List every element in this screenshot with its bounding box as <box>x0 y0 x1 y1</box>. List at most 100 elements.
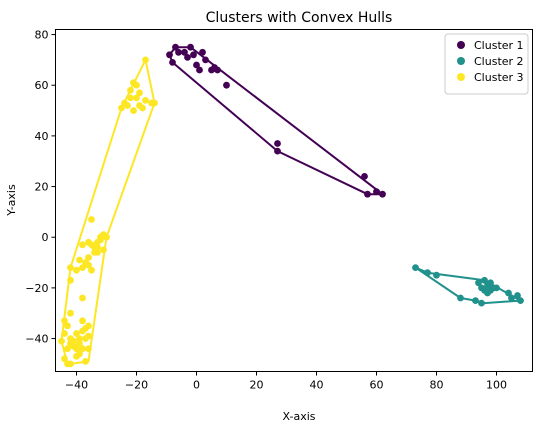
x-axis-label: X-axis <box>283 410 316 423</box>
data-point-cluster-1 <box>199 48 206 56</box>
data-point-cluster-1 <box>181 48 188 56</box>
data-point-cluster-3 <box>88 216 95 223</box>
legend: Cluster 1 Cluster 2 Cluster 3 <box>444 33 529 95</box>
data-point-cluster-3 <box>151 99 158 107</box>
data-point-cluster-2 <box>487 279 494 287</box>
data-point-cluster-1 <box>184 54 191 61</box>
legend-marker-cluster-3 <box>457 73 465 81</box>
y-tick-label: −40 <box>25 333 48 346</box>
data-point-cluster-3 <box>142 97 149 104</box>
data-point-cluster-3 <box>142 56 149 64</box>
data-point-cluster-3 <box>76 335 83 342</box>
data-point-cluster-3 <box>85 332 92 340</box>
data-point-cluster-1 <box>214 66 221 74</box>
data-point-cluster-2 <box>517 297 524 304</box>
data-point-cluster-2 <box>478 299 485 307</box>
legend-label-cluster-3: Cluster 3 <box>474 71 524 84</box>
data-point-cluster-1 <box>196 66 203 74</box>
y-axis-label: Y-axis <box>5 184 18 217</box>
data-point-cluster-1 <box>364 190 371 198</box>
data-point-cluster-1 <box>166 51 173 59</box>
data-point-cluster-1 <box>361 173 368 180</box>
x-axis-ticks: −40 −20 0 20 40 60 80 100 <box>65 371 507 392</box>
data-point-cluster-3 <box>100 246 107 254</box>
data-point-cluster-3 <box>79 327 86 335</box>
data-point-cluster-3 <box>133 94 140 102</box>
data-point-cluster-3 <box>85 261 92 269</box>
data-point-cluster-3 <box>94 249 101 256</box>
data-point-cluster-3 <box>136 89 143 97</box>
data-point-cluster-2 <box>514 292 521 299</box>
data-point-cluster-3 <box>88 266 95 274</box>
legend-marker-cluster-1 <box>457 41 465 49</box>
data-point-cluster-3 <box>133 81 140 89</box>
data-point-cluster-3 <box>97 233 104 241</box>
data-point-cluster-3 <box>58 337 65 345</box>
data-point-cluster-3 <box>64 322 71 330</box>
data-point-cluster-3 <box>79 241 86 249</box>
data-point-cluster-3 <box>73 345 80 353</box>
data-point-cluster-3 <box>94 244 101 251</box>
data-point-cluster-3 <box>85 322 92 330</box>
data-point-cluster-3 <box>103 233 110 241</box>
data-point-cluster-2 <box>481 276 488 284</box>
x-tick-label: 100 <box>486 379 507 392</box>
data-point-cluster-3 <box>67 264 74 271</box>
data-point-cluster-3 <box>79 345 86 353</box>
data-point-cluster-1 <box>373 188 380 196</box>
legend-box <box>444 33 529 95</box>
data-point-cluster-1 <box>190 51 197 59</box>
data-point-cluster-3 <box>76 256 83 264</box>
data-point-cluster-1 <box>187 43 194 51</box>
data-point-cluster-2 <box>493 284 500 292</box>
x-tick-label: −20 <box>125 379 148 392</box>
data-point-cluster-3 <box>79 264 86 271</box>
x-tick-label: 40 <box>310 379 324 392</box>
data-point-cluster-3 <box>67 309 74 317</box>
data-point-cluster-3 <box>64 345 71 353</box>
data-point-cluster-3 <box>61 355 68 363</box>
data-point-cluster-3 <box>127 94 134 102</box>
legend-label-cluster-1: Cluster 1 <box>474 39 524 52</box>
y-axis-ticks: −40 −20 0 20 40 60 80 <box>25 29 56 346</box>
data-point-cluster-2 <box>505 289 512 297</box>
data-point-cluster-3 <box>73 330 80 337</box>
data-point-cluster-3 <box>79 294 86 302</box>
legend-label-cluster-2: Cluster 2 <box>474 55 524 68</box>
data-point-cluster-1 <box>379 190 386 198</box>
y-tick-label: −20 <box>25 282 48 295</box>
data-points <box>58 43 524 368</box>
y-tick-label: 60 <box>35 79 49 92</box>
data-point-cluster-2 <box>457 294 464 302</box>
data-point-cluster-3 <box>76 340 83 347</box>
data-point-cluster-3 <box>61 317 68 325</box>
data-point-cluster-3 <box>127 86 134 94</box>
data-point-cluster-2 <box>508 294 515 302</box>
data-point-cluster-1 <box>223 81 230 89</box>
data-point-cluster-3 <box>67 360 74 368</box>
data-point-cluster-2 <box>424 269 431 277</box>
data-point-cluster-2 <box>412 264 419 271</box>
data-point-cluster-3 <box>118 104 125 112</box>
y-tick-label: 20 <box>35 181 49 194</box>
chart-title: Clusters with Convex Hulls <box>206 10 393 26</box>
data-point-cluster-3 <box>124 102 131 109</box>
data-point-cluster-3 <box>67 340 74 347</box>
x-tick-label: 80 <box>430 379 444 392</box>
data-point-cluster-3 <box>139 104 146 112</box>
data-point-cluster-3 <box>82 358 89 365</box>
data-point-cluster-2 <box>433 271 440 279</box>
data-point-cluster-3 <box>61 330 68 337</box>
data-point-cluster-3 <box>67 276 74 284</box>
data-point-cluster-3 <box>85 254 92 261</box>
data-point-cluster-3 <box>73 352 80 360</box>
data-point-cluster-3 <box>85 345 92 353</box>
data-point-cluster-1 <box>274 147 281 155</box>
y-tick-label: 0 <box>42 231 49 244</box>
data-point-cluster-1 <box>169 59 176 66</box>
data-point-cluster-3 <box>79 317 86 325</box>
x-tick-label: 60 <box>370 379 384 392</box>
data-point-cluster-1 <box>274 140 281 147</box>
data-point-cluster-1 <box>202 56 209 64</box>
